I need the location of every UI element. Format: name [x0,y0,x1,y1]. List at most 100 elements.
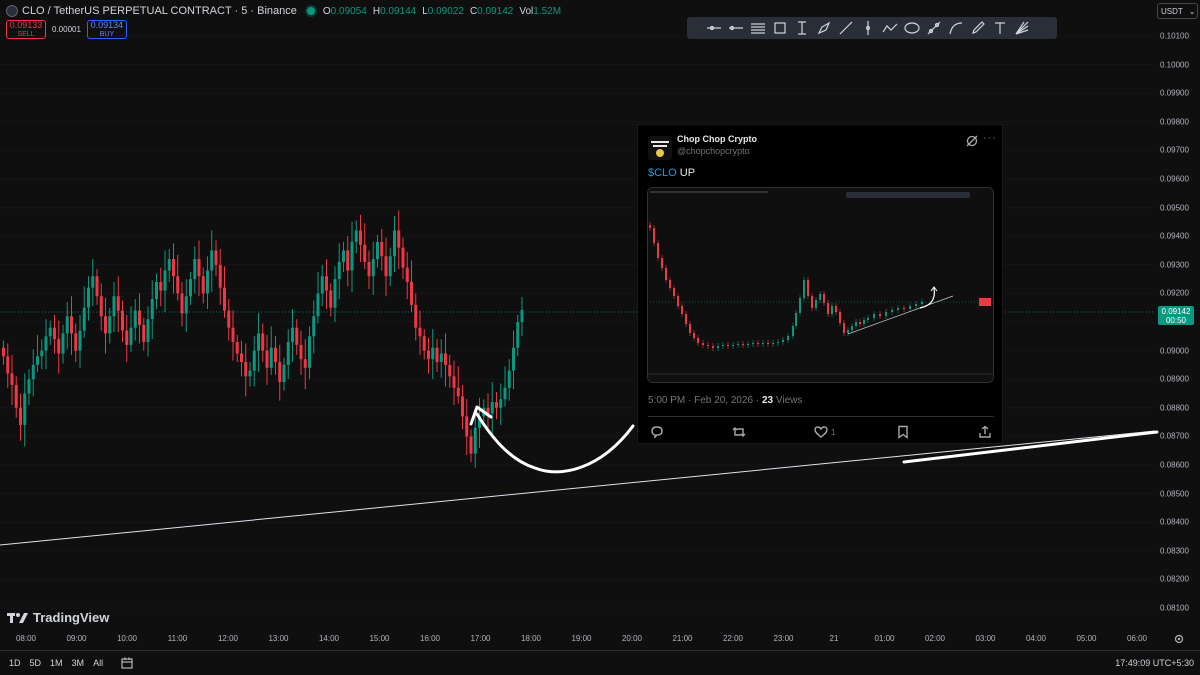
candle-body [503,387,507,400]
tweet-author-handle[interactable]: @chopchopcrypto [677,146,750,156]
symbol-logo-icon [6,5,18,17]
like-button[interactable]: 1 [814,425,835,439]
price-tick: 0.08300 [1160,546,1189,556]
range-all-button[interactable]: All [93,658,104,668]
candles-layer [2,210,524,468]
ellipse-icon[interactable] [903,19,921,37]
path-icon[interactable] [881,19,899,37]
range-1d-button[interactable]: 1D [9,658,21,668]
candle-body [36,356,39,365]
candle-body [146,319,150,343]
trade-panel: 0.09133 SELL 0.00001 0.09134 BUY [6,20,127,39]
candle-body [380,241,384,257]
candle-body [435,347,439,363]
ohlc-label: H [372,5,381,17]
candle-body [444,353,447,365]
candle-body [176,276,180,294]
rectangle-icon[interactable] [771,19,789,37]
repost-button[interactable] [732,425,746,439]
brush-icon[interactable] [815,19,833,37]
candle-body [507,370,511,388]
mini-candle-body [767,343,769,344]
tweet-media-chart-image[interactable] [647,187,994,383]
horizontal-line-icon[interactable] [727,19,745,37]
range-1m-button[interactable]: 1M [50,658,63,668]
candle-body [167,259,171,271]
text-cursor-icon[interactable] [793,19,811,37]
mini-candle-body [803,280,805,298]
range-5d-button[interactable]: 5D [29,658,42,668]
symbol-title[interactable]: CLO / TetherUS PERPETUAL CONTRACT · 5 · … [22,5,297,17]
time-tick: 23:00 [773,634,794,643]
candle-body [252,350,256,371]
spread-value: 0.00001 [52,25,81,34]
text-icon[interactable] [991,19,1009,37]
mini-candle-body [762,343,764,344]
mini-candle-body [799,298,801,313]
avatar[interactable] [648,136,672,160]
tweet-card[interactable]: Chop Chop Crypto @chopchopcrypto ··· $CL… [637,124,1003,444]
pencil-icon[interactable] [969,19,987,37]
candle-body [371,259,375,277]
candle-body [257,333,260,351]
gear-icon[interactable] [1173,633,1185,645]
mini-candle-body [665,268,667,280]
candle-body [269,347,273,368]
fib-retracement-icon[interactable] [749,19,767,37]
candle-body [27,379,31,394]
price-chart[interactable] [0,0,1200,650]
candle-body [337,261,341,280]
mini-candle-body [722,345,724,346]
candle-body [439,353,443,363]
time-tick: 03:00 [975,634,996,643]
mini-candle-body [661,258,663,268]
more-options-icon[interactable]: ··· [983,132,997,144]
grok-icon[interactable] [966,135,978,147]
arrow-marker-icon[interactable] [925,19,943,37]
trendline-icon[interactable] [837,19,855,37]
candle-body [82,307,86,331]
sell-button[interactable]: 0.09133 SELL [6,20,46,39]
range-3m-button[interactable]: 3M [71,658,85,668]
time-tick: 16:00 [419,634,441,643]
candle-body [180,293,184,314]
bookmark-button[interactable] [896,425,910,439]
candle-body [206,270,209,294]
candle-body [65,316,69,334]
candle-body [201,276,205,294]
fib-fan-icon[interactable] [1013,19,1031,37]
clock-timezone[interactable]: 17:49:09 UTC+5:30 [1115,658,1194,668]
candle-body [520,309,524,322]
candle-body [74,333,78,351]
time-tick: 10:00 [116,634,138,643]
currency-select[interactable]: USDT ⌄ [1157,3,1198,19]
curve-icon[interactable] [947,19,965,37]
candle-body [142,324,146,343]
mini-candle-body [897,308,899,310]
hand-drawn-curve-arrow [475,412,635,474]
ohlc-label: L [422,5,428,17]
price-tick: 0.08900 [1160,374,1189,384]
time-tick: 08:00 [15,634,37,643]
market-open-icon [306,7,315,15]
candle-body [138,310,141,325]
vertical-line-icon[interactable] [859,19,877,37]
tweet-author-name[interactable]: Chop Chop Crypto [677,134,757,144]
mini-candle-body [649,225,651,228]
candle-body [2,347,5,357]
cashtag-link[interactable]: $CLO [648,167,677,179]
candle-body [448,364,452,377]
reply-button[interactable] [650,425,664,439]
share-button[interactable] [978,425,992,439]
buy-button[interactable]: 0.09134 BUY [86,20,127,39]
calendar-icon[interactable] [121,657,133,669]
arrowhead [469,405,493,426]
mini-candle-body [657,243,659,258]
candle-body [418,327,422,337]
time-tick: 14:00 [318,634,340,643]
horizontal-ray-icon[interactable] [705,19,723,37]
mini-candle-body [863,320,865,324]
mini-candle-body [909,306,911,309]
tweet-timestamp[interactable]: 5:00 PM · Feb 20, 2026 · [648,395,762,406]
mini-candle-body [693,333,695,338]
